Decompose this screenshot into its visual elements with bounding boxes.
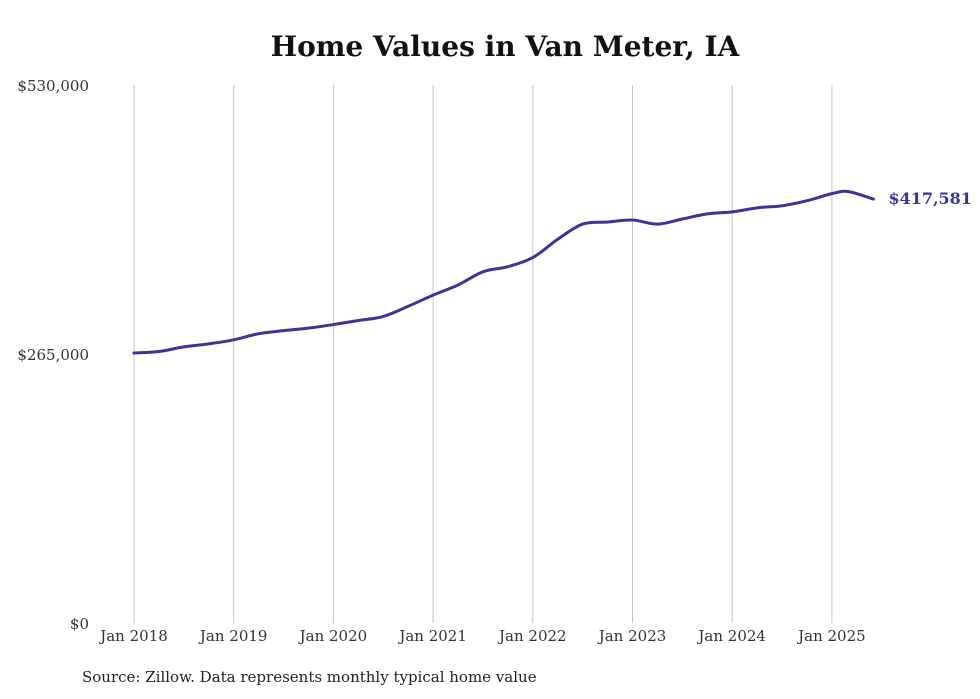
chart-title: Home Values in Van Meter, IA: [270, 30, 740, 63]
x-tick-label: Jan 2021: [397, 627, 467, 645]
x-tick-label: Jan 2019: [198, 627, 268, 645]
x-tick-label: Jan 2020: [298, 627, 368, 645]
source-note: Source: Zillow. Data represents monthly …: [82, 668, 537, 686]
gridlines: [133, 85, 833, 623]
series-line: [132, 189, 875, 355]
y-tick-label: $0: [70, 615, 89, 633]
x-tick-label: Jan 2018: [98, 627, 168, 645]
x-tick-label: Jan 2024: [696, 627, 766, 645]
series-layer: $417,581: [132, 189, 972, 355]
end-value-label: $417,581: [888, 189, 972, 208]
x-tick-label: Jan 2025: [796, 627, 866, 645]
y-tick-label: $530,000: [17, 77, 89, 95]
y-tick-label: $265,000: [17, 346, 89, 364]
axis-labels: Jan 2018 Jan 2019 Jan 2020 Jan 2021 Jan 2022…: [17, 77, 865, 645]
x-tick-label: Jan 2023: [597, 627, 667, 645]
x-tick-label: Jan 2022: [497, 627, 567, 645]
